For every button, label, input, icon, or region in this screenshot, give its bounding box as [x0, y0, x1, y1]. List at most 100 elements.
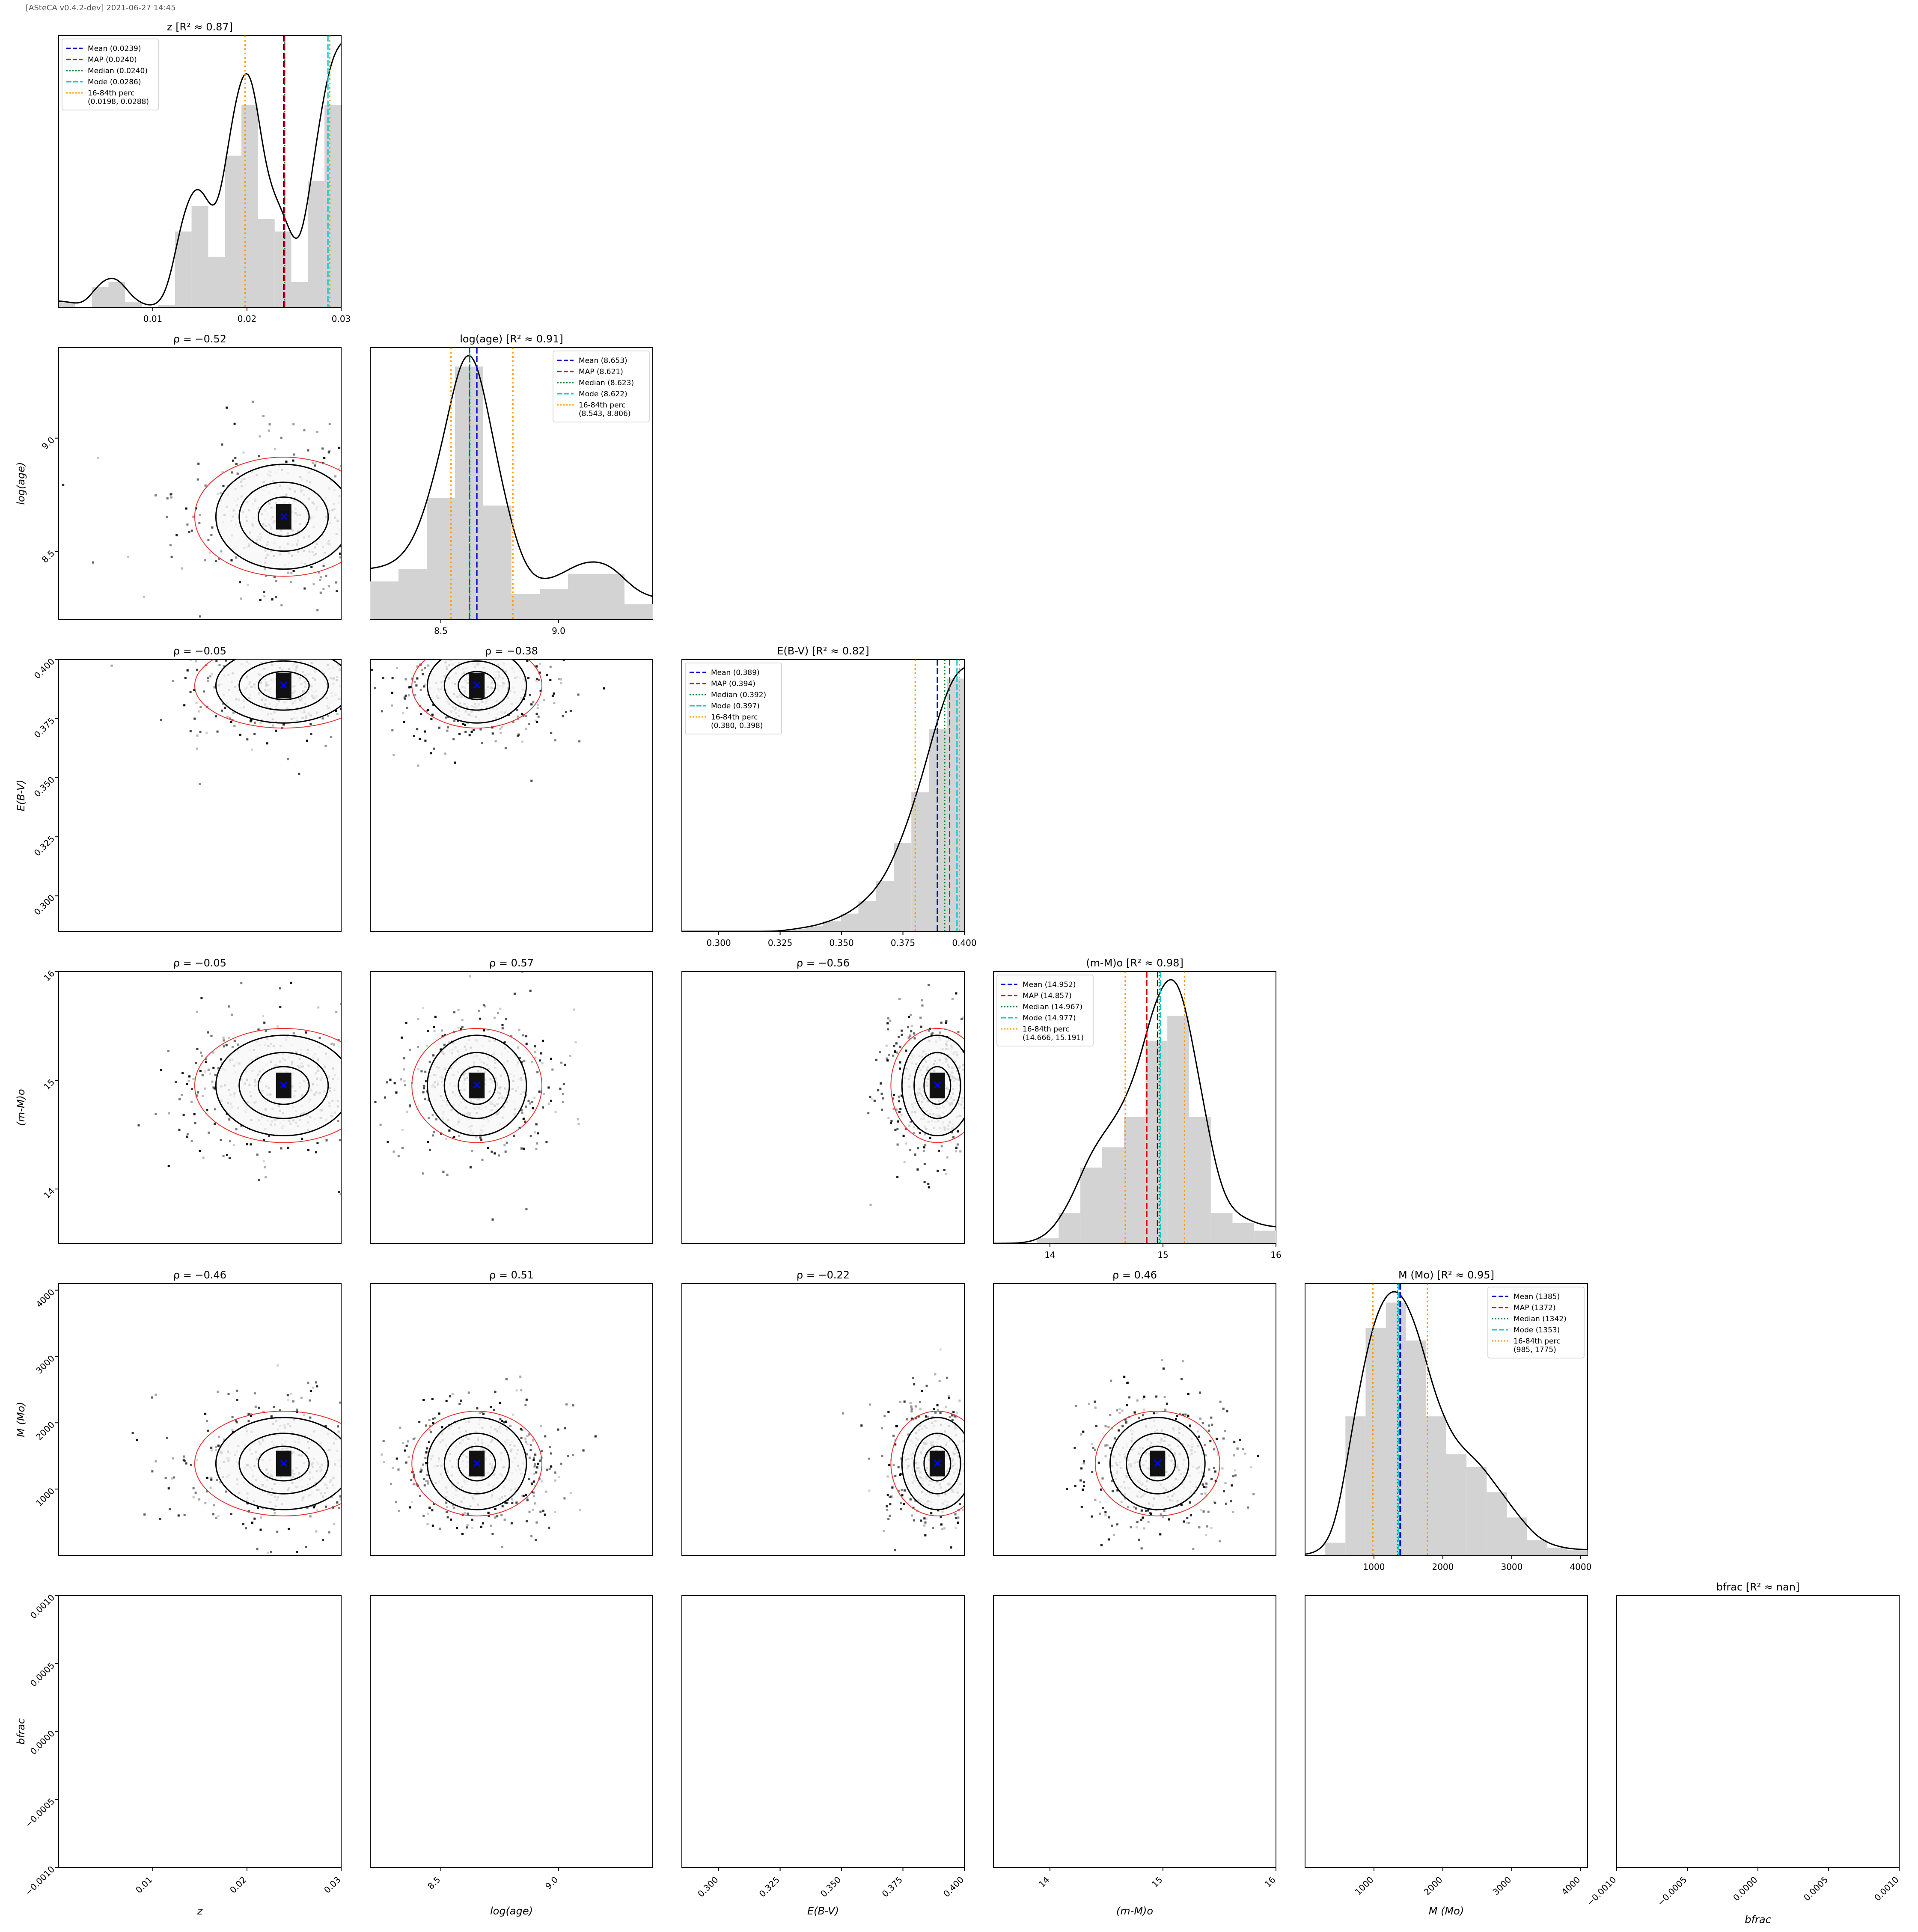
- sample-point: [991, 1491, 993, 1493]
- sample-point: [428, 1419, 431, 1421]
- sample-point: [973, 1092, 975, 1094]
- sample-point: [578, 740, 581, 743]
- sample-point: [196, 734, 199, 737]
- sample-point: [360, 540, 362, 542]
- sample-point: [520, 1437, 523, 1439]
- sample-point: [222, 1036, 225, 1039]
- sample-point: [316, 609, 319, 612]
- sample-point: [426, 1523, 429, 1525]
- hist-bar: [894, 843, 912, 931]
- sample-point: [553, 702, 556, 704]
- sample-point: [899, 1061, 901, 1064]
- sample-point: [217, 1445, 220, 1447]
- sample-point: [417, 1068, 419, 1070]
- sample-point: [934, 1411, 937, 1414]
- sample-point: [235, 1419, 237, 1422]
- sample-point: [342, 544, 344, 547]
- sample-point: [540, 645, 542, 647]
- sample-point: [205, 1061, 207, 1063]
- sample-point: [539, 690, 542, 692]
- sample-point: [428, 1148, 431, 1151]
- sample-point: [242, 1523, 244, 1525]
- sample-point: [422, 1463, 424, 1466]
- sample-point: [232, 459, 234, 462]
- sample-point: [921, 1390, 923, 1392]
- sample-point: [901, 1029, 903, 1032]
- sample-point: [199, 633, 202, 635]
- sample-point: [305, 1546, 307, 1548]
- sample-point: [467, 625, 470, 627]
- sample-point: [347, 448, 349, 450]
- sample-point: [458, 1403, 461, 1405]
- sample-point: [479, 654, 482, 657]
- sample-point: [312, 583, 315, 586]
- sample-point: [257, 1028, 260, 1031]
- sample-point: [271, 598, 274, 600]
- sample-point: [335, 1011, 338, 1014]
- x-tick-label: 0.325: [757, 1875, 782, 1899]
- sample-point: [1200, 1492, 1203, 1495]
- sample-point: [259, 599, 262, 601]
- sample-point: [962, 1508, 964, 1511]
- sample-point: [525, 1208, 528, 1210]
- sample-point: [364, 733, 366, 735]
- sample-point: [1181, 1378, 1183, 1380]
- sample-point: [396, 648, 398, 650]
- sample-point: [276, 1531, 279, 1533]
- sample-point: [208, 1131, 210, 1134]
- sample-point: [469, 975, 471, 978]
- y-tick-label: 4000: [34, 1287, 56, 1310]
- sample-point: [894, 1549, 896, 1552]
- sample-point: [409, 1104, 411, 1106]
- x-tick-label: 0.01: [134, 1875, 154, 1895]
- sample-point: [542, 1510, 544, 1512]
- x-tick-label: 16: [1270, 1250, 1281, 1260]
- sample-point: [1091, 1471, 1094, 1473]
- sample-point: [194, 1122, 196, 1124]
- sample-point: [356, 513, 358, 515]
- sample-point: [900, 1114, 903, 1117]
- sample-point: [920, 1519, 922, 1522]
- sample-point: [569, 710, 572, 712]
- sample-point: [167, 1165, 170, 1167]
- sample-point: [523, 1118, 525, 1120]
- sample-point: [522, 1034, 524, 1037]
- sample-point: [494, 1516, 497, 1519]
- sample-point: [353, 1143, 355, 1145]
- sample-point: [503, 1144, 506, 1147]
- sample-point: [352, 489, 354, 491]
- sample-point: [1233, 1441, 1236, 1443]
- panel-title: ρ = −0.22: [797, 1269, 850, 1281]
- sample-point: [529, 1102, 531, 1105]
- sample-point: [511, 1498, 513, 1501]
- sample-point: [501, 726, 503, 728]
- sample-point: [1198, 1526, 1201, 1529]
- sample-point: [290, 981, 292, 984]
- sample-point: [521, 1429, 523, 1431]
- sample-point: [209, 1073, 211, 1075]
- hist-bar: [1567, 1550, 1588, 1555]
- sample-point: [904, 1128, 907, 1130]
- sample-point: [967, 1494, 969, 1496]
- sample-point: [445, 1138, 447, 1140]
- sample-point: [450, 652, 452, 654]
- sample-point: [170, 556, 173, 558]
- sample-point: [386, 1081, 388, 1084]
- sample-point: [422, 1007, 424, 1009]
- sample-point: [1257, 1454, 1259, 1457]
- sample-point: [558, 1476, 560, 1478]
- sample-point: [279, 1409, 281, 1412]
- sample-point: [910, 1014, 912, 1016]
- sample-point: [317, 1006, 320, 1009]
- sample-point: [538, 1090, 541, 1093]
- sample-point: [923, 1181, 926, 1183]
- y-tick-label: 2000: [34, 1419, 56, 1442]
- sample-point: [328, 1531, 330, 1534]
- sample-point: [887, 1028, 889, 1031]
- hist-bar: [191, 206, 208, 307]
- sample-point: [196, 1459, 198, 1462]
- sample-point: [357, 1498, 359, 1500]
- sample-point: [886, 1022, 889, 1025]
- sample-point: [965, 1451, 967, 1453]
- sample-point: [235, 647, 237, 649]
